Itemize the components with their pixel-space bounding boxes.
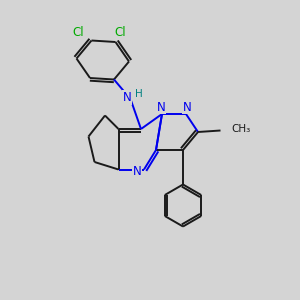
Text: H: H (135, 88, 143, 99)
Text: Cl: Cl (72, 26, 84, 40)
Text: Cl: Cl (114, 26, 126, 40)
Text: N: N (122, 91, 131, 104)
Text: N: N (133, 165, 142, 178)
Text: N: N (183, 101, 192, 114)
Text: CH₃: CH₃ (231, 124, 250, 134)
Text: N: N (156, 101, 165, 114)
